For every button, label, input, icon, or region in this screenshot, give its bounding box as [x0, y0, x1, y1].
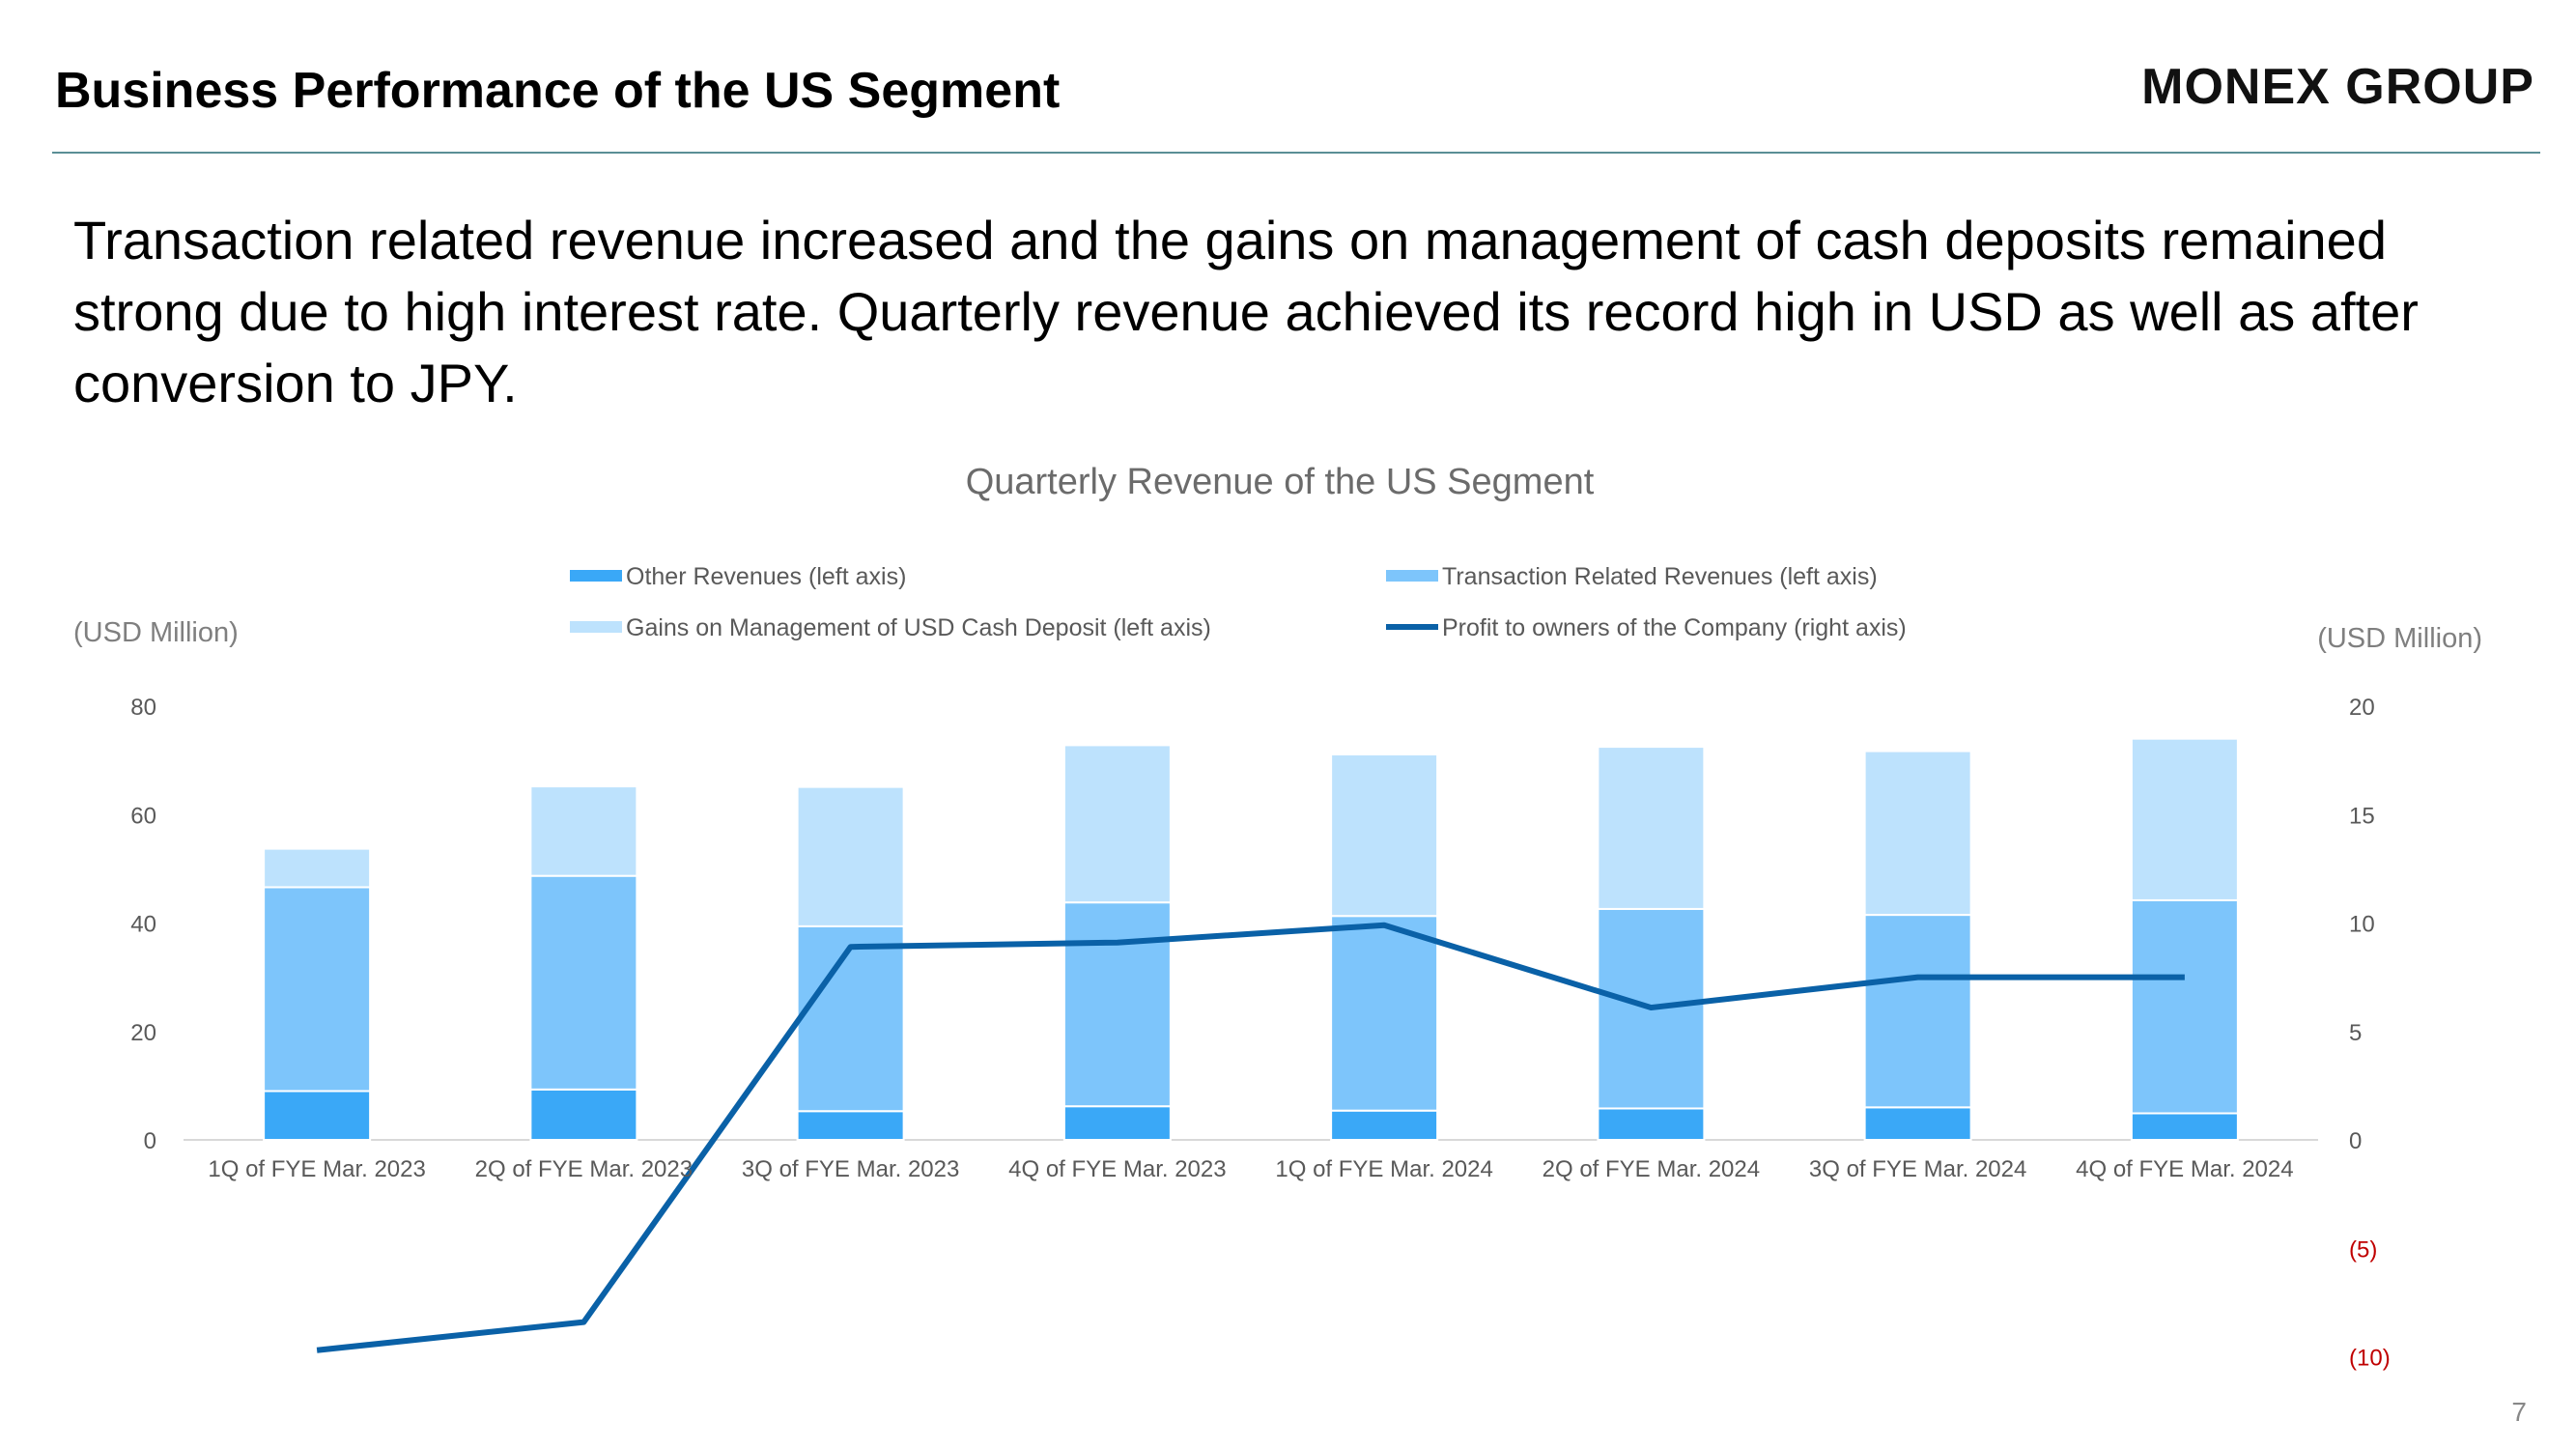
right-axis: (10) (5) 0 5 10 15 20 [2349, 695, 2391, 1372]
bar-transaction-related-revenues [1062, 901, 1172, 1108]
x-axis: 1Q of FYE Mar. 2023 2Q of FYE Mar. 2023 3Q… [208, 1156, 2293, 1182]
right-axis-tick-label: (5) [2349, 1236, 2377, 1263]
profit-line [316, 922, 2185, 1353]
right-axis-tick-label: 10 [2349, 912, 2375, 938]
bar-other-revenues [2130, 1112, 2239, 1142]
bar-other-revenues [1597, 1107, 1706, 1142]
left-axis-tick-label: 0 [144, 1128, 156, 1154]
left-axis-unit-label: (USD Million) [73, 617, 239, 648]
header-divider [52, 152, 2540, 154]
right-axis-unit-label: (USD Million) [2317, 623, 2482, 654]
bar-transaction-related-revenues [263, 886, 372, 1093]
left-axis-tick-label: 80 [130, 695, 156, 721]
legend-other-revenues-label: Other Revenues (left axis) [626, 563, 906, 590]
bar-transaction-related-revenues [1330, 915, 1439, 1112]
x-axis-category-label: 1Q of FYE Mar. 2024 [1275, 1156, 1492, 1182]
left-axis-tick-label: 20 [130, 1020, 156, 1046]
bar-other-revenues [1863, 1106, 1972, 1141]
x-axis-category-label: 4Q of FYE Mar. 2024 [2076, 1156, 2293, 1182]
bar-other-revenues [263, 1090, 372, 1142]
x-axis-category-label: 3Q of FYE Mar. 2023 [742, 1156, 959, 1182]
right-axis-tick-label: 5 [2349, 1020, 2362, 1046]
page-number: 7 [2511, 1397, 2527, 1427]
right-axis-tick-label: 20 [2349, 695, 2375, 721]
chart-legend: Other Revenues (left axis) Transaction Re… [570, 563, 1907, 641]
bar-transaction-related-revenues [796, 924, 905, 1113]
legend-other-revenues-swatch [570, 570, 622, 582]
right-axis-tick-label: (10) [2349, 1346, 2391, 1372]
bar-other-revenues [529, 1088, 638, 1141]
bar-other-revenues [796, 1110, 905, 1142]
lead-paragraph: Transaction related revenue increased an… [73, 210, 2419, 413]
right-axis-tick-label: 15 [2349, 803, 2375, 829]
legend-transaction-related-revenues-label: Transaction Related Revenues (left axis) [1442, 563, 1878, 590]
bar-transaction-related-revenues [529, 874, 638, 1091]
legend-transaction-related-revenues-swatch [1386, 570, 1438, 582]
chart-title: Quarterly Revenue of the US Segment [966, 462, 1595, 502]
bar-other-revenues [1062, 1105, 1172, 1142]
legend-profit-line-label: Profit to owners of the Company (right a… [1442, 614, 1907, 641]
bar-transaction-related-revenues [2130, 898, 2239, 1115]
bar-gains-cash-deposit [1863, 750, 1972, 917]
bar-gains-cash-deposit [1597, 746, 1706, 910]
x-axis-category-label: 3Q of FYE Mar. 2024 [1809, 1156, 2026, 1182]
bar-gains-cash-deposit [1330, 753, 1439, 918]
bar-gains-cash-deposit [263, 847, 372, 889]
bar-series-group [263, 737, 2239, 1142]
bar-gains-cash-deposit [1062, 744, 1172, 904]
monex-group-logo: MONEX GROUP [2141, 59, 2534, 115]
x-axis-category-label: 4Q of FYE Mar. 2023 [1008, 1156, 1226, 1182]
profit-line-group [316, 922, 2185, 1353]
x-axis-category-label: 2Q of FYE Mar. 2023 [475, 1156, 693, 1182]
bar-gains-cash-deposit [796, 785, 905, 927]
bar-other-revenues [1330, 1109, 1439, 1142]
legend-gains-cash-deposit-swatch [570, 621, 622, 633]
left-axis-tick-label: 60 [130, 803, 156, 829]
x-axis-category-label: 2Q of FYE Mar. 2024 [1543, 1156, 1760, 1182]
right-axis-tick-label: 0 [2349, 1128, 2362, 1154]
bar-gains-cash-deposit [529, 785, 638, 877]
left-axis-tick-label: 40 [130, 912, 156, 938]
bar-transaction-related-revenues [1863, 914, 1972, 1109]
left-axis: 0 20 40 60 80 [130, 695, 156, 1154]
legend-gains-cash-deposit-label: Gains on Management of USD Cash Deposit … [626, 614, 1211, 641]
bar-gains-cash-deposit [2130, 737, 2239, 901]
x-axis-category-label: 1Q of FYE Mar. 2023 [208, 1156, 425, 1182]
slide-title: Business Performance of the US Segment [55, 63, 1061, 119]
